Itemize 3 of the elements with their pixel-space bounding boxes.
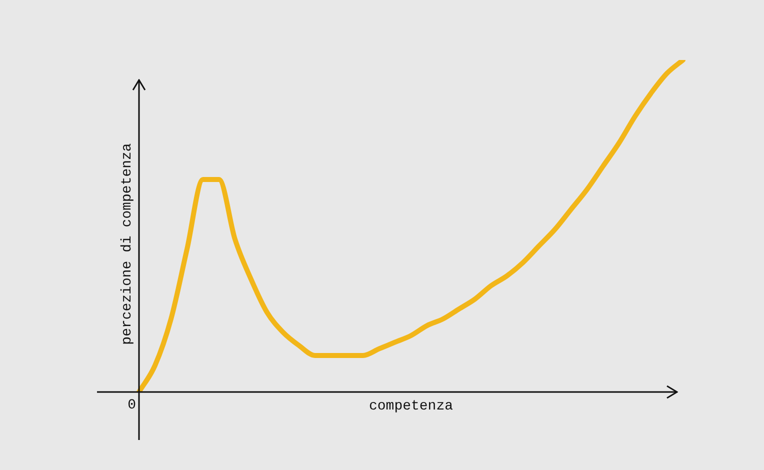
text: 0 — [128, 398, 136, 414]
y-axis-title: percezione di competenza — [120, 143, 136, 345]
x-axis-title: competenza — [368, 398, 454, 415]
